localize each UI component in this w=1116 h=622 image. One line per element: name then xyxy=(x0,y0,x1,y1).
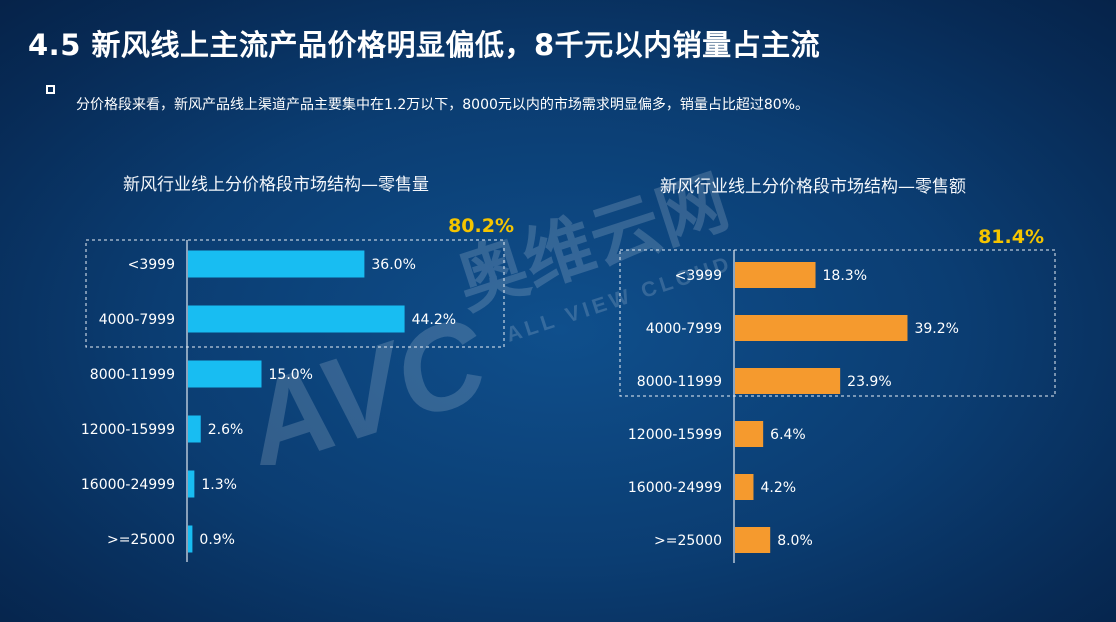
category-label: 16000-24999 xyxy=(628,480,722,496)
bar xyxy=(188,250,365,278)
category-label: 4000-7999 xyxy=(646,321,722,337)
value-label: 8.0% xyxy=(777,533,813,549)
category-label: 12000-15999 xyxy=(628,427,722,443)
value-label: 44.2% xyxy=(412,312,456,328)
bar xyxy=(188,305,405,333)
bar xyxy=(188,470,195,498)
value-label: 4.2% xyxy=(760,480,796,496)
value-label: 2.6% xyxy=(208,422,244,438)
value-label: 39.2% xyxy=(914,321,958,337)
category-label: 16000-24999 xyxy=(81,477,175,493)
value-label: 36.0% xyxy=(371,257,415,273)
bar xyxy=(735,315,908,341)
bullet-square-icon xyxy=(46,82,60,96)
category-label: 8000-11999 xyxy=(637,374,722,390)
bar xyxy=(735,262,816,288)
value-label: 6.4% xyxy=(770,427,806,443)
highlight-total-label: 80.2% xyxy=(448,215,514,237)
value-label: 1.3% xyxy=(201,477,237,493)
category-label: >=25000 xyxy=(654,533,722,549)
left-chart-title: 新风行业线上分价格段市场结构—零售量 xyxy=(123,175,429,195)
value-label: 0.9% xyxy=(199,532,235,548)
value-label: 18.3% xyxy=(823,268,867,284)
bar xyxy=(188,415,201,443)
right-chart-title: 新风行业线上分价格段市场结构—零售额 xyxy=(660,177,966,197)
bar xyxy=(735,474,754,500)
bar xyxy=(188,525,193,553)
category-label: <3999 xyxy=(675,268,722,284)
highlight-total-label: 81.4% xyxy=(978,226,1044,248)
category-label: >=25000 xyxy=(107,532,175,548)
value-label: 15.0% xyxy=(269,367,313,383)
bar xyxy=(188,360,262,388)
value-label: 23.9% xyxy=(847,374,891,390)
highlight-box xyxy=(85,239,505,348)
category-label: 8000-11999 xyxy=(90,367,175,383)
bar xyxy=(735,421,764,447)
category-label: 4000-7999 xyxy=(99,312,175,328)
page-subtitle: 分价格段来看，新风产品线上渠道产品主要集中在1.2万以下，8000元以内的市场需… xyxy=(76,97,810,113)
bar xyxy=(735,368,841,394)
category-label: <3999 xyxy=(128,257,175,273)
page-title: 4.5 新风线上主流产品价格明显偏低，8千元以内销量占主流 xyxy=(28,28,821,62)
highlight-box xyxy=(619,249,1056,397)
category-label: 12000-15999 xyxy=(81,422,175,438)
bar xyxy=(735,527,771,553)
